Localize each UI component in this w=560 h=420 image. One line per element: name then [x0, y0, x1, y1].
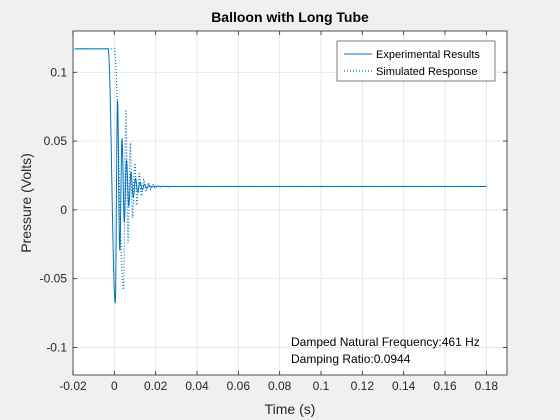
legend-label-experimental: Experimental Results	[376, 49, 480, 61]
x-tick-label: 0.04	[185, 379, 209, 393]
legend-label-simulated: Simulated Response	[376, 66, 478, 78]
y-tick-label: 0.05	[44, 134, 68, 148]
x-tick-label: -0.02	[59, 379, 87, 393]
annotation-damping: Damping Ratio:0.0944	[291, 352, 411, 366]
y-tick-label: 0	[60, 203, 67, 217]
x-tick-label: 0.12	[351, 379, 375, 393]
x-tick-label: 0.14	[392, 379, 416, 393]
y-tick-label: -0.05	[40, 272, 68, 286]
grid	[72, 31, 507, 375]
chart-title: Balloon with Long Tube	[211, 9, 369, 25]
x-tick-label: 0.1	[313, 379, 330, 393]
x-tick-label: 0.18	[475, 379, 499, 393]
series-simulated-line	[74, 48, 487, 290]
legend[interactable]: Experimental Results Simulated Response	[336, 40, 496, 82]
plot-area	[73, 31, 507, 375]
x-axis-label: Time (s)	[265, 401, 316, 417]
x-tick-label: 0.08	[268, 379, 292, 393]
y-tick-label: -0.1	[46, 340, 67, 354]
y-axis-label: Pressure (Volts)	[18, 153, 34, 253]
data-lines	[74, 48, 487, 304]
axes-box	[72, 30, 508, 376]
axis-ticks: -0.02 0 0.02 0.04 0.06 0.08 0.1 0.12 0.14 0.16 0.1…	[40, 31, 507, 393]
annotation-frequency: Damped Natural Frequency:461 Hz	[291, 335, 480, 349]
y-tick-label: 0.1	[50, 65, 67, 79]
legend-box	[336, 40, 496, 82]
x-tick-label: 0.06	[227, 379, 251, 393]
x-tick-label: 0.02	[144, 379, 168, 393]
x-tick-label: 0	[111, 379, 118, 393]
x-tick-label: 0.16	[433, 379, 457, 393]
